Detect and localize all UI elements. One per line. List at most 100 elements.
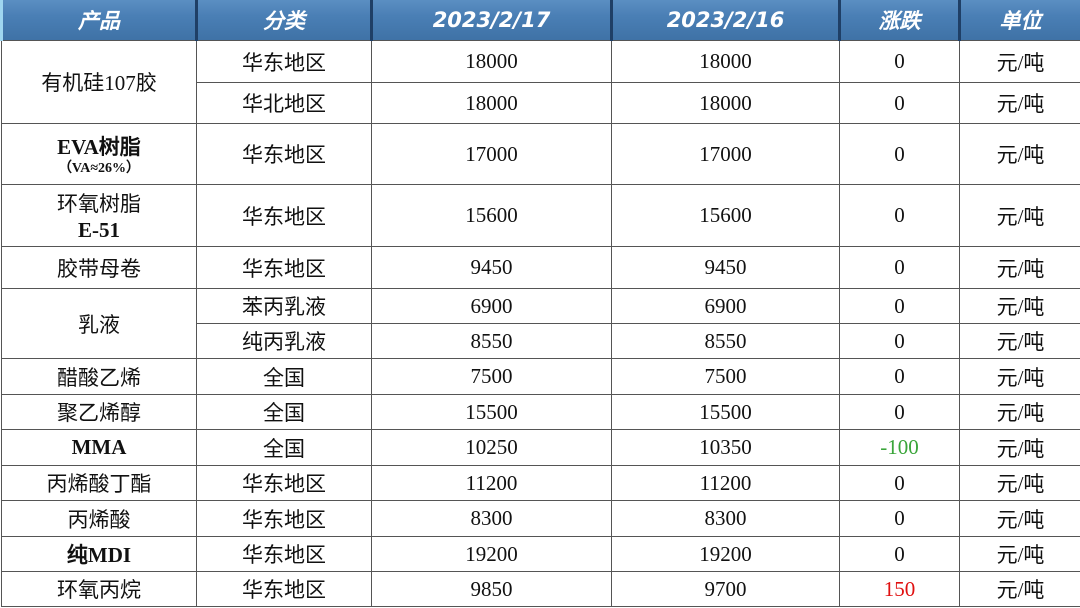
category-cell: 华东地区 (196, 123, 372, 185)
table-row: EVA树脂 （VA≈26%） 华东地区 17000 17000 0 元/吨 (1, 123, 1080, 185)
header-change: 涨跌 (838, 0, 961, 41)
table-row: 纯MDI 华东地区 19200 19200 0 元/吨 (1, 536, 1080, 572)
change-cell: 0 (839, 82, 960, 124)
product-subtitle: E-51 (78, 218, 120, 242)
change-cell: 0 (839, 40, 960, 83)
category-cell: 华东地区 (196, 246, 372, 289)
header-row: 产品 分类 2023/2/17 2023/2/16 涨跌 单位 (0, 0, 1080, 41)
product-name: EVA树脂 (57, 135, 141, 159)
price-2023-2-17: 11200 (371, 465, 612, 501)
unit-cell: 元/吨 (959, 394, 1080, 430)
product-name: 环氧丙烷 (57, 578, 141, 602)
table-row: 环氧树脂 E-51 华东地区 15600 15600 0 元/吨 (1, 184, 1080, 247)
product-cell: 环氧树脂 E-51 (1, 184, 197, 247)
product-name: 醋酸乙烯 (57, 365, 141, 390)
change-cell: 0 (839, 184, 960, 247)
category-cell: 华东地区 (196, 465, 372, 501)
price-2023-2-17: 7500 (371, 358, 612, 395)
change-cell: 0 (839, 323, 960, 359)
price-2023-2-16: 9700 (611, 571, 840, 607)
price-2023-2-17: 19200 (371, 536, 612, 572)
header-unit: 单位 (958, 0, 1080, 41)
unit-cell: 元/吨 (959, 288, 1080, 324)
price-2023-2-17: 9850 (371, 571, 612, 607)
change-cell: 0 (839, 465, 960, 501)
product-cell: 乳液 (1, 288, 197, 359)
price-2023-2-16: 10350 (611, 429, 840, 466)
unit-cell: 元/吨 (959, 246, 1080, 289)
table-row: 醋酸乙烯 全国 7500 7500 0 元/吨 (1, 358, 1080, 395)
price-2023-2-16: 9450 (611, 246, 840, 289)
price-2023-2-16: 18000 (611, 40, 840, 83)
change-cell: 0 (839, 288, 960, 324)
product-cell: EVA树脂 （VA≈26%） (1, 123, 197, 185)
category-cell: 苯丙乳液 (196, 288, 372, 324)
unit-cell: 元/吨 (959, 82, 1080, 124)
change-cell: 0 (839, 246, 960, 289)
unit-cell: 元/吨 (959, 358, 1080, 395)
table-row: 丙烯酸丁酯 华东地区 11200 11200 0 元/吨 (1, 465, 1080, 501)
price-2023-2-16: 8550 (611, 323, 840, 359)
change-cell: 0 (839, 358, 960, 395)
product-name: 纯MDI (66, 543, 132, 567)
unit-cell: 元/吨 (959, 465, 1080, 501)
price-2023-2-16: 18000 (611, 82, 840, 124)
price-2023-2-16: 15600 (611, 184, 840, 247)
change-cell: 0 (839, 123, 960, 185)
product-cell: 丙烯酸丁酯 (1, 465, 197, 501)
unit-cell: 元/吨 (959, 536, 1080, 572)
product-name: 乳液 (78, 312, 120, 337)
table-row: 环氧丙烷 华东地区 9850 9700 150 元/吨 (1, 571, 1080, 607)
product-name: 胶带母卷 (57, 256, 141, 281)
price-2023-2-17: 10250 (371, 429, 612, 466)
category-cell: 全国 (196, 429, 372, 466)
category-cell: 华东地区 (196, 184, 372, 247)
price-2023-2-17: 17000 (371, 123, 612, 185)
price-2023-2-17: 8550 (371, 323, 612, 359)
product-cell: 有机硅107胶 (1, 40, 197, 124)
price-2023-2-17: 18000 (371, 40, 612, 83)
change-cell: 0 (839, 394, 960, 430)
product-cell: MMA (1, 429, 197, 466)
product-name: 有机硅107胶 (41, 71, 157, 95)
price-2023-2-16: 17000 (611, 123, 840, 185)
category-cell: 华东地区 (196, 536, 372, 572)
product-cell: 聚乙烯醇 (1, 394, 197, 430)
unit-cell: 元/吨 (959, 40, 1080, 83)
price-2023-2-17: 15600 (371, 184, 612, 247)
price-2023-2-17: 18000 (371, 82, 612, 124)
price-2023-2-16: 6900 (611, 288, 840, 324)
product-cell: 丙烯酸 (1, 500, 197, 537)
header-date-2: 2023/2/16 (610, 0, 841, 41)
category-cell: 华东地区 (196, 571, 372, 607)
price-2023-2-17: 15500 (371, 394, 612, 430)
product-subtitle: （VA≈26%） (57, 161, 141, 176)
product-name: 丙烯酸 (67, 507, 131, 532)
category-cell: 华东地区 (196, 40, 372, 83)
price-2023-2-16: 15500 (611, 394, 840, 430)
product-cell: 纯MDI (1, 536, 197, 572)
table-row: 胶带母卷 华东地区 9450 9450 0 元/吨 (1, 246, 1080, 289)
price-2023-2-17: 8300 (371, 500, 612, 537)
header-date-1: 2023/2/17 (370, 0, 613, 41)
product-name: 聚乙烯醇 (57, 401, 141, 425)
product-cell: 醋酸乙烯 (1, 358, 197, 395)
price-2023-2-16: 7500 (611, 358, 840, 395)
change-cell: 150 (839, 571, 960, 607)
price-2023-2-16: 11200 (611, 465, 840, 501)
product-name: 丙烯酸丁酯 (46, 472, 152, 496)
table-row: MMA 全国 10250 10350 -100 元/吨 (1, 429, 1080, 466)
table-row: 乳液 苯丙乳液 6900 6900 0 元/吨 (1, 288, 1080, 359)
category-cell: 纯丙乳液 (196, 323, 372, 359)
change-cell: -100 (839, 429, 960, 466)
unit-cell: 元/吨 (959, 571, 1080, 607)
header-product: 产品 (0, 0, 198, 41)
category-cell: 全国 (196, 394, 372, 430)
table-row: 纯丙乳液 8550 8550 0 元/吨 (2, 323, 1080, 359)
product-name: MMA (71, 435, 127, 459)
category-cell: 全国 (196, 358, 372, 395)
category-cell: 华北地区 (196, 82, 372, 124)
unit-cell: 元/吨 (959, 184, 1080, 247)
price-2023-2-16: 8300 (611, 500, 840, 537)
